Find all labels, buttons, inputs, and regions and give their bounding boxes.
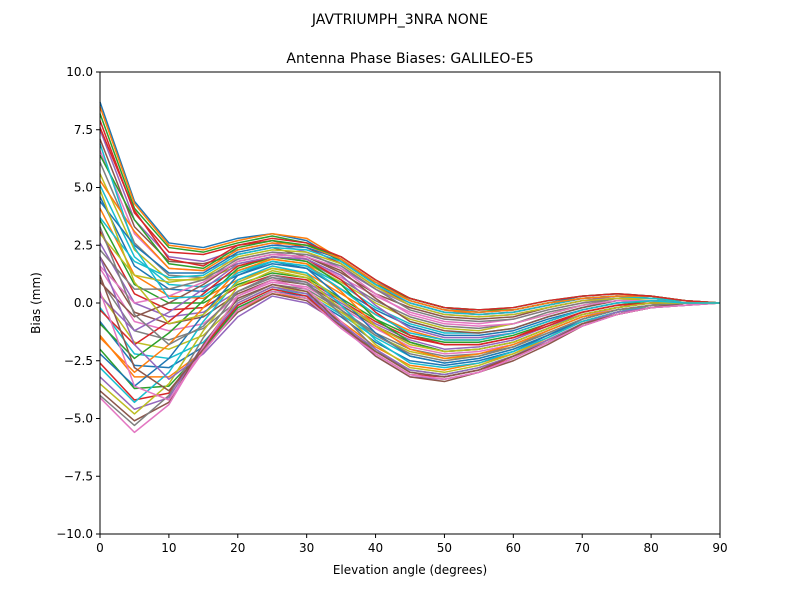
series-line-34: [99, 256, 720, 346]
x-tick-label: 90: [712, 541, 727, 555]
x-tick-label: 80: [643, 541, 658, 555]
series-line-47: [99, 290, 721, 401]
x-axis-label: Elevation angle (degrees): [333, 563, 487, 577]
plot-area: [99, 71, 721, 535]
series-line-49: [99, 189, 720, 353]
series-line-12: [99, 207, 720, 341]
series-line-42: [99, 180, 721, 313]
series-line-5: [99, 129, 721, 318]
series-line-48: [99, 226, 720, 362]
series-layer: [99, 101, 721, 434]
series-line-37: [99, 253, 720, 327]
series-line-1: [99, 101, 721, 313]
y-tick-label: 2.5: [74, 238, 93, 252]
y-axis-ticks: −10.0 −7.5 −5.0 −2.5 0.0 2.5 5.0 7.5 10.0: [56, 65, 100, 541]
series-line-44: [99, 127, 721, 311]
x-tick-label: 50: [437, 541, 452, 555]
y-tick-label: −7.5: [64, 469, 93, 483]
x-tick-label: 60: [506, 541, 521, 555]
x-tick-label: 30: [299, 541, 314, 555]
chart-title: Antenna Phase Biases: GALILEO-E5: [286, 51, 533, 67]
y-tick-label: −5.0: [64, 412, 93, 426]
y-tick-label: 10.0: [66, 65, 93, 79]
y-tick-label: 0.0: [74, 296, 93, 310]
figure-suptitle: JAVTRIUMPH_3NRA NONE: [311, 12, 488, 28]
series-line-45: [99, 256, 720, 380]
x-tick-label: 70: [575, 541, 590, 555]
x-axis-ticks: 0 10 20 30 40 50 60 70 80 90: [96, 534, 728, 555]
x-tick-label: 40: [368, 541, 383, 555]
y-tick-label: −10.0: [56, 527, 93, 541]
x-tick-label: 0: [96, 541, 104, 555]
series-line-50: [99, 143, 720, 341]
series-line-6: [99, 138, 721, 320]
y-tick-label: 7.5: [74, 123, 93, 137]
x-tick-label: 10: [161, 541, 176, 555]
series-line-39: [99, 233, 721, 318]
y-axis-label: Bias (mm): [29, 272, 43, 334]
y-tick-label: −2.5: [64, 354, 93, 368]
y-tick-label: 5.0: [74, 181, 93, 195]
x-tick-label: 20: [230, 541, 245, 555]
